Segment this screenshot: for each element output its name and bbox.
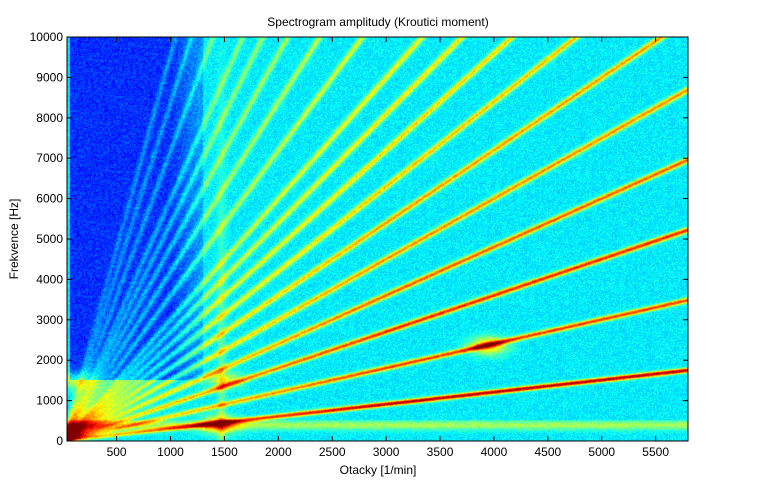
plot-area [67,37,688,441]
x-tick-label: 2000 [265,445,292,459]
y-tick-label: 5000 [36,232,63,246]
x-tick-label: 3000 [373,445,400,459]
y-tick-label: 4000 [36,272,63,286]
x-tick-label: 4000 [481,445,508,459]
y-tick-label: 9000 [36,70,63,84]
x-tick-label: 1000 [157,445,184,459]
x-axis-label: Otacky [1/min] [340,463,417,477]
x-tick-label: 4500 [534,445,561,459]
y-tick-label: 2000 [36,353,63,367]
x-tick-label: 500 [107,445,127,459]
y-tick-label: 0 [56,434,63,448]
y-tick-label: 3000 [36,313,63,327]
y-axis-label: Frekvence [Hz] [7,199,21,280]
chart-title: Spectrogram amplitudy (Kroutici moment) [267,15,488,29]
spectrogram-heatmap [67,37,688,441]
y-tick-label: 7000 [36,151,63,165]
x-tick-label: 3500 [427,445,454,459]
y-tick-label: 8000 [36,111,63,125]
x-axis: 500 1000 1500 2000 2500 3000 3500 4000 4500 5000 5… [107,37,669,459]
y-tick-label: 10000 [30,30,64,44]
y-tick-label: 1000 [36,394,63,408]
x-tick-label: 5000 [588,445,615,459]
y-axis: 0 1000 2000 3000 4000 5000 6000 7000 8000 9000 100… [30,30,688,448]
y-tick-label: 6000 [36,192,63,206]
x-tick-label: 1500 [211,445,238,459]
x-tick-label: 2500 [319,445,346,459]
x-tick-label: 5500 [642,445,669,459]
